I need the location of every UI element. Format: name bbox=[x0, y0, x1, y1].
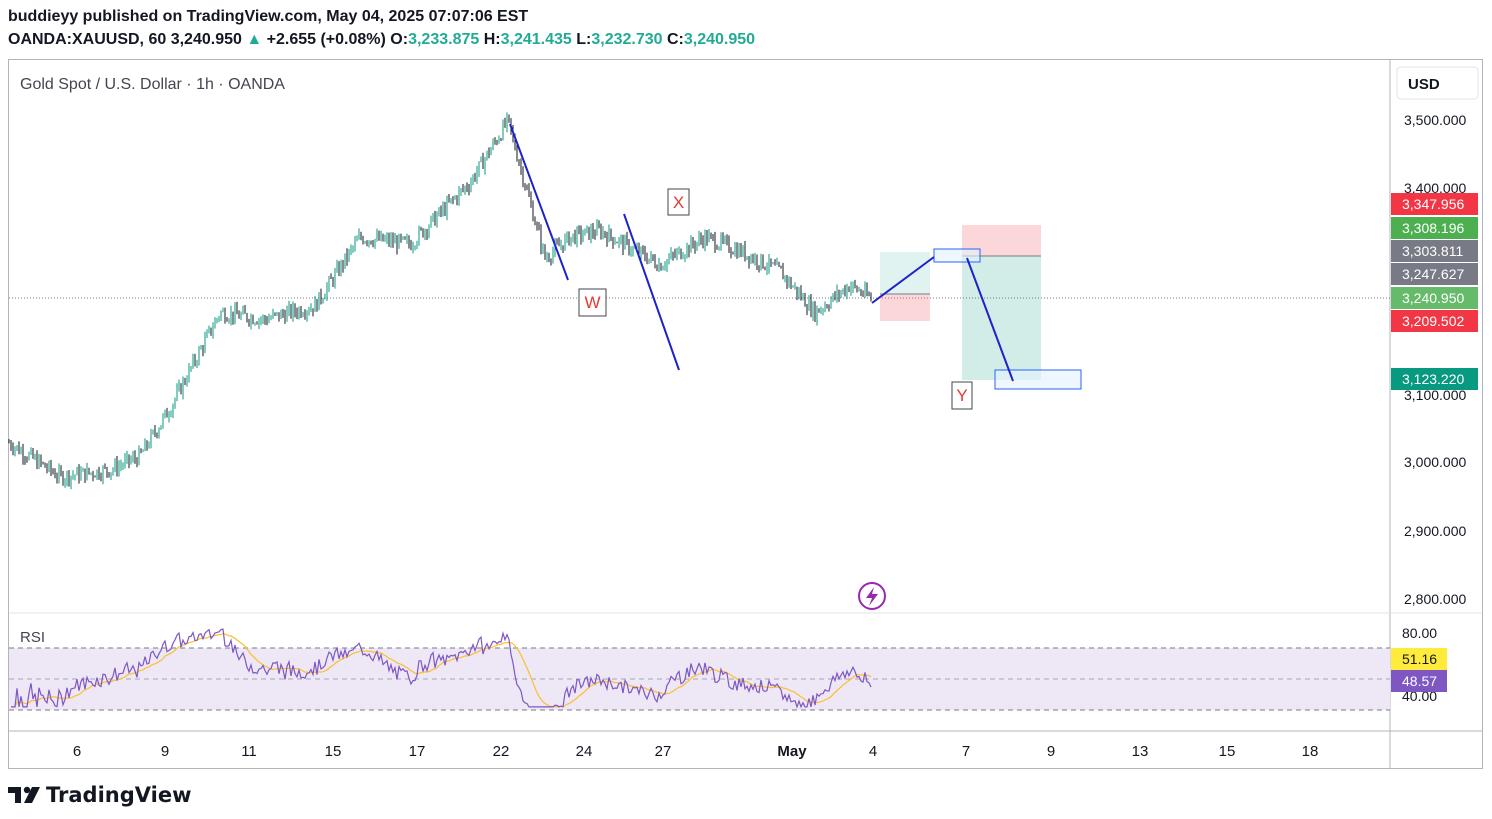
symbol: OANDA:XAUUSD, 60 bbox=[8, 31, 167, 48]
price-tag bbox=[1391, 193, 1478, 215]
wave-y-label: Y bbox=[956, 386, 967, 405]
rsi-series bbox=[11, 628, 872, 709]
price-tag-label: 3,347.956 bbox=[1402, 196, 1464, 212]
wave-line-4[interactable] bbox=[966, 257, 1014, 382]
price-tick: 2,900.000 bbox=[1404, 523, 1466, 539]
short-target-zone[interactable] bbox=[962, 256, 1041, 380]
date-tick: 15 bbox=[325, 743, 342, 760]
wave-x-box[interactable] bbox=[667, 188, 690, 216]
long-stop-zone[interactable] bbox=[880, 294, 930, 321]
date-tick: 24 bbox=[576, 743, 593, 760]
wave-line-2[interactable] bbox=[623, 213, 680, 371]
price-tick: 3,100.000 bbox=[1404, 387, 1466, 403]
low-label: L: bbox=[576, 31, 592, 48]
date-tick: 6 bbox=[73, 743, 81, 760]
price-tag bbox=[1391, 368, 1478, 390]
low-value: 3,232.730 bbox=[591, 31, 663, 48]
candlestick-series bbox=[8, 112, 872, 490]
price-tag-label: 3,303.811 bbox=[1402, 243, 1463, 259]
date-tick: 17 bbox=[409, 743, 426, 760]
rsi-tag bbox=[1391, 648, 1447, 670]
date-tick: 11 bbox=[241, 743, 257, 760]
entry-box[interactable] bbox=[933, 248, 981, 263]
close-value: 3,240.950 bbox=[683, 31, 756, 48]
price-tick: 2,800.000 bbox=[1404, 591, 1466, 607]
chart-title: Gold Spot / U.S. Dollar · 1h · OANDA bbox=[20, 76, 285, 93]
high-label: H: bbox=[483, 31, 501, 48]
price-change: +2.655 (+0.08%) bbox=[266, 31, 386, 48]
rsi-line bbox=[11, 628, 872, 709]
wave-y-box[interactable] bbox=[951, 381, 973, 410]
currency-label: USD bbox=[1408, 76, 1440, 93]
open-value: 3,233.875 bbox=[408, 31, 480, 48]
date-tick: 27 bbox=[655, 743, 672, 760]
wave-w-box[interactable] bbox=[578, 288, 607, 317]
price-tick: 3,400.000 bbox=[1404, 180, 1466, 196]
price-tag-label: 3,209.502 bbox=[1402, 313, 1464, 329]
date-tick: 18 bbox=[1302, 743, 1319, 760]
wave-line-3[interactable] bbox=[871, 256, 935, 304]
price-tag-label: 3,308.196 bbox=[1402, 220, 1464, 236]
rsi-tag-label: 48.57 bbox=[1402, 673, 1437, 689]
price-tag-label: 3,247.627 bbox=[1402, 266, 1464, 282]
price-tag bbox=[1391, 310, 1478, 332]
symbol-ohlc-line: OANDA:XAUUSD, 60 3,240.950 ▲ +2.655 (+0.… bbox=[8, 31, 755, 49]
date-tick: 22 bbox=[493, 743, 510, 760]
tradingview-logo[interactable]: TradingView bbox=[8, 783, 191, 807]
tv-logo-text: TradingView bbox=[46, 783, 192, 807]
date-tick: May bbox=[777, 743, 807, 760]
tv-logo-icon bbox=[8, 785, 42, 805]
wave-line-1[interactable] bbox=[509, 123, 569, 281]
wave-w-label: W bbox=[584, 293, 600, 312]
price-tag-label: 3,123.220 bbox=[1402, 371, 1464, 387]
rsi-label: RSI bbox=[20, 629, 45, 646]
wave-x-label: X bbox=[673, 193, 684, 212]
open-label: O: bbox=[390, 31, 409, 48]
close-label: C: bbox=[667, 31, 684, 48]
lightning-icon bbox=[866, 587, 878, 606]
date-tick: 4 bbox=[869, 743, 877, 760]
price-tag bbox=[1391, 287, 1478, 309]
price-tag bbox=[1391, 240, 1478, 262]
rsi-tag-label: 51.16 bbox=[1402, 651, 1437, 667]
price-tag bbox=[1391, 263, 1478, 285]
date-tick: 15 bbox=[1219, 743, 1236, 760]
high-value: 3,241.435 bbox=[500, 31, 572, 48]
price-tag bbox=[1391, 217, 1478, 239]
chart-frame bbox=[8, 59, 1483, 769]
date-tick: 7 bbox=[962, 743, 970, 760]
price-tick: 3,500.000 bbox=[1404, 112, 1466, 128]
price-tag-label: 3,240.950 bbox=[1402, 290, 1464, 306]
up-arrow-icon: ▲ bbox=[246, 31, 263, 48]
long-target-zone[interactable] bbox=[880, 252, 930, 294]
date-tick: 13 bbox=[1132, 743, 1149, 760]
price-tick: 3,000.000 bbox=[1404, 454, 1466, 470]
currency-button[interactable] bbox=[1396, 66, 1479, 100]
date-tick: 9 bbox=[161, 743, 169, 760]
date-tick: 9 bbox=[1047, 743, 1055, 760]
rsi-tag bbox=[1391, 670, 1447, 692]
target-box[interactable] bbox=[994, 369, 1082, 390]
rsi-ma-line bbox=[11, 633, 872, 708]
publish-info: buddieyy published on TradingView.com, M… bbox=[8, 8, 529, 25]
rsi-tick: 80.00 bbox=[1402, 625, 1437, 641]
last-price: 3,240.950 bbox=[170, 31, 242, 48]
